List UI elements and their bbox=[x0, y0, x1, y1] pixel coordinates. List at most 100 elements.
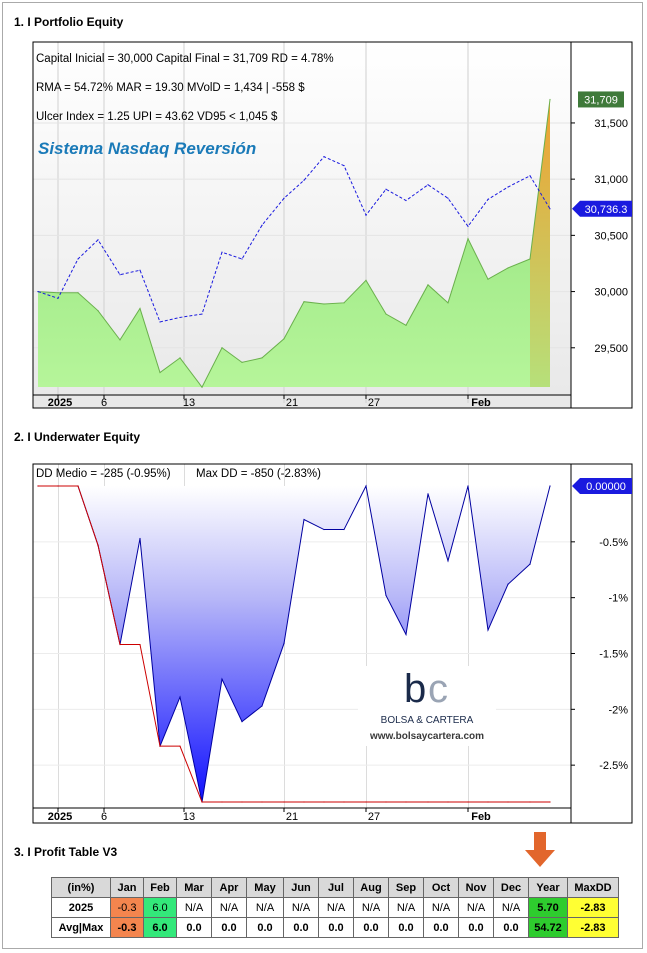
stats-line: Capital Inicial = 30,000 Capital Final =… bbox=[36, 53, 334, 65]
y-tick-label: 30,000 bbox=[594, 287, 628, 299]
drawdown-point bbox=[241, 721, 243, 723]
drawdown-point bbox=[323, 528, 325, 531]
drawdown-point bbox=[365, 485, 367, 487]
table-cell: 6.0 bbox=[143, 917, 177, 938]
x-tick-label: 13 bbox=[183, 397, 195, 409]
benchmark-point bbox=[221, 251, 223, 253]
last-value-badge bbox=[578, 91, 624, 108]
benchmark-point bbox=[549, 208, 551, 210]
max-drawdown-point bbox=[221, 801, 223, 803]
max-drawdown-point bbox=[447, 801, 449, 803]
equity-point bbox=[221, 347, 223, 349]
benchmark-point bbox=[37, 290, 39, 293]
section-title-portfolio-equity: 1. I Portfolio Equity bbox=[14, 15, 124, 29]
max-drawdown-line bbox=[38, 485, 550, 803]
benchmark-point bbox=[261, 224, 263, 226]
max-drawdown-point bbox=[427, 801, 429, 803]
row-label: Avg|Max bbox=[51, 917, 111, 938]
max-drawdown-point bbox=[467, 801, 469, 803]
column-header: Sep bbox=[388, 877, 424, 898]
benchmark-point bbox=[447, 197, 449, 199]
drawdown-point bbox=[283, 642, 285, 645]
y-tick-label: -1% bbox=[608, 593, 628, 605]
benchmark-point bbox=[283, 197, 285, 199]
column-header: Mar bbox=[176, 877, 212, 898]
max-drawdown-point bbox=[529, 801, 531, 803]
column-header: Nov bbox=[458, 877, 494, 898]
column-header: Feb bbox=[143, 877, 177, 898]
drawdown-point bbox=[385, 594, 387, 597]
benchmark-point bbox=[159, 321, 161, 323]
table-cell: 0.0 bbox=[176, 917, 212, 938]
benchmark-point bbox=[507, 186, 509, 188]
drawdown-point bbox=[427, 493, 429, 495]
watermark-url: www.bolsaycartera.com bbox=[369, 731, 484, 742]
table-cell: 0.0 bbox=[353, 917, 389, 938]
benchmark-point bbox=[405, 199, 407, 202]
equity-point bbox=[179, 357, 181, 359]
table-cell: 0.0 bbox=[283, 917, 319, 938]
last-value-label: 31,709 bbox=[584, 94, 618, 106]
y-tick-label: 30,500 bbox=[594, 230, 628, 242]
gridline-vertical bbox=[58, 464, 59, 809]
equity-point bbox=[529, 258, 531, 260]
max-drawdown-point bbox=[303, 801, 305, 803]
x-tick-label: 13 bbox=[183, 811, 195, 823]
column-header: Year bbox=[528, 877, 568, 898]
max-drawdown-point bbox=[179, 745, 181, 747]
max-drawdown-point bbox=[283, 801, 285, 803]
watermark-logo-b: b bbox=[404, 667, 426, 711]
watermark-logo-c: c bbox=[428, 667, 448, 711]
dd-medio-label: DD Medio = -285 (-0.95%) bbox=[36, 468, 171, 480]
table-cell: 0.0 bbox=[388, 917, 424, 938]
table-cell: N/A bbox=[423, 897, 459, 918]
column-header: Apr bbox=[211, 877, 247, 898]
equity-point bbox=[201, 386, 203, 388]
benchmark-point bbox=[179, 316, 181, 319]
strategy-subtitle: Sistema Nasdaq Reversión bbox=[38, 139, 256, 158]
portfolio-equity-chart: 29,500 30,000 30,500 31,000 31,500 2025 6 13 21 2… bbox=[32, 41, 633, 409]
table-cell: 6.0 bbox=[143, 897, 177, 918]
column-header: MaxDD bbox=[567, 877, 619, 898]
x-tick-label: 6 bbox=[101, 811, 107, 823]
y-tick-label: -0.5% bbox=[599, 537, 628, 549]
x-tick-label: 6 bbox=[101, 397, 107, 409]
equity-point bbox=[241, 361, 243, 363]
table-cell: -2.83 bbox=[567, 897, 619, 918]
down-arrow-icon bbox=[525, 832, 555, 867]
equity-point bbox=[97, 310, 99, 312]
max-dd-label: Max DD = -850 (-2.83%) bbox=[196, 468, 321, 480]
column-header: May bbox=[246, 877, 284, 898]
gridline-vertical bbox=[104, 464, 105, 809]
column-header: (in%) bbox=[51, 877, 111, 898]
equity-point bbox=[549, 98, 551, 101]
table-cell: 0.0 bbox=[246, 917, 284, 938]
benchmark-point bbox=[77, 258, 79, 260]
column-header: Jul bbox=[318, 877, 354, 898]
x-tick-label: Feb bbox=[471, 397, 491, 409]
max-drawdown-point bbox=[343, 801, 345, 803]
drawdown-point bbox=[179, 696, 181, 698]
equity-point bbox=[385, 313, 387, 315]
y-tick-label: -2% bbox=[608, 704, 628, 716]
table-cell: N/A bbox=[283, 897, 319, 918]
benchmark-point bbox=[201, 313, 203, 315]
equity-point bbox=[405, 324, 407, 326]
zero-value-badge bbox=[572, 478, 632, 494]
zero-value-label: 0.00000 bbox=[586, 481, 626, 493]
drawdown-area bbox=[38, 486, 550, 802]
table-cell: N/A bbox=[318, 897, 354, 918]
table-cell: -0.3 bbox=[110, 917, 144, 938]
drawdown-point bbox=[507, 583, 509, 585]
max-drawdown-point bbox=[549, 801, 551, 803]
section-title-underwater-equity: 2. I Underwater Equity bbox=[14, 430, 141, 444]
max-drawdown-point bbox=[241, 801, 243, 803]
table-cell: 0.0 bbox=[211, 917, 247, 938]
benchmark-point bbox=[365, 214, 367, 216]
max-drawdown-point bbox=[261, 801, 263, 803]
y-tick-label: 29,500 bbox=[594, 343, 628, 355]
table-cell: N/A bbox=[353, 897, 389, 918]
x-tick-label: 21 bbox=[286, 397, 298, 409]
equity-point bbox=[119, 339, 121, 341]
drawdown-point bbox=[447, 560, 449, 562]
